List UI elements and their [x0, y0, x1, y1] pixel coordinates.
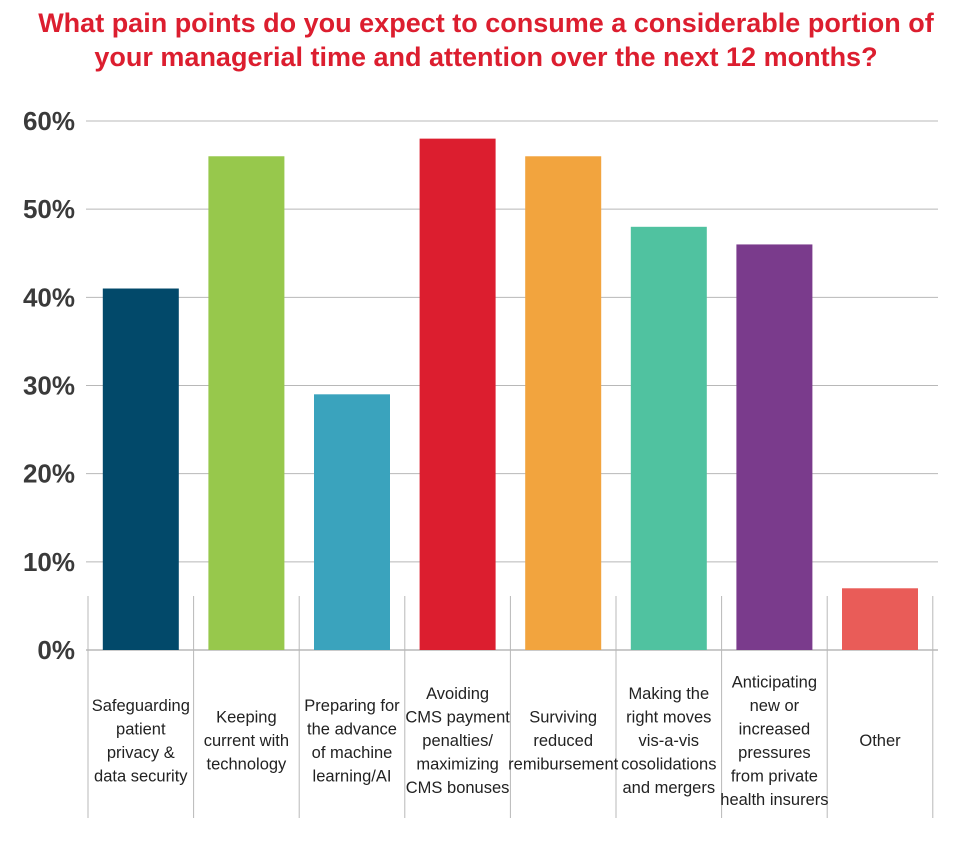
- x-category-label-line: reduced: [533, 732, 593, 750]
- x-category-label: Keeping current with technology: [204, 709, 289, 774]
- x-category-label-line: increased: [739, 720, 811, 738]
- x-category-label-line: data security: [94, 767, 188, 785]
- x-category-label-line: penalties/: [422, 732, 493, 750]
- x-category-label-line: Other: [859, 732, 901, 750]
- x-category-label-line: learning/AI: [313, 767, 392, 785]
- x-category-label-line: pressures: [738, 744, 810, 762]
- y-tick-label: 20%: [23, 459, 75, 489]
- y-axis-ticks: 0% 10% 20% 30% 40% 50% 60%: [23, 106, 75, 665]
- x-category-label-line: privacy &: [107, 744, 175, 762]
- bar: [525, 156, 602, 650]
- x-category-label-line: Avoiding: [426, 685, 489, 703]
- x-category-label-line: remibursement: [508, 756, 618, 774]
- x-category-label-line: right moves: [626, 709, 711, 727]
- y-tick-label: 60%: [23, 106, 75, 136]
- x-category-label: Safeguarding patient privacy & data securit…: [92, 697, 190, 786]
- bar: [736, 244, 813, 650]
- y-tick-label: 0%: [37, 635, 75, 665]
- chart-title-line-1: What pain points do you expect to consum…: [38, 8, 934, 38]
- x-category-label-line: Safeguarding: [92, 697, 190, 715]
- x-category-label: Other: [859, 732, 901, 750]
- y-tick-label: 40%: [23, 282, 75, 312]
- category-labels: Safeguarding patient privacy & data securit…: [92, 673, 901, 809]
- y-tick-label: 30%: [23, 371, 75, 401]
- x-category-label-line: Keeping: [216, 709, 277, 727]
- x-category-label: Anticipating new or increased pressures from…: [720, 673, 828, 809]
- x-category-label-line: new or: [750, 697, 800, 715]
- category-separators: [87, 596, 934, 818]
- x-category-label-line: Anticipating: [732, 673, 817, 691]
- x-category-label-line: vis-a-vis: [639, 732, 700, 750]
- bar: [419, 138, 496, 650]
- x-category-label-line: Surviving: [529, 709, 597, 727]
- bar: [630, 226, 707, 651]
- bar: [314, 394, 390, 650]
- x-category-label-line: CMS payment: [405, 709, 510, 727]
- x-category-label: Making the right moves vis-a-vis cosolidati…: [621, 685, 716, 797]
- x-category-label-line: maximizing: [416, 756, 499, 774]
- x-category-label-line: technology: [206, 756, 287, 774]
- x-category-label-line: Preparing for: [304, 697, 400, 715]
- bars: [102, 138, 918, 651]
- x-category-label-line: Making the: [628, 685, 709, 703]
- x-category-label: Preparing for the advance of machine learni…: [304, 697, 400, 786]
- x-category-label-line: CMS bonuses: [406, 779, 510, 797]
- bar: [102, 288, 179, 650]
- chart-title-line-2: your managerial time and attention over …: [94, 42, 878, 72]
- x-category-label-line: and mergers: [622, 779, 715, 797]
- x-category-label-line: from private: [731, 767, 818, 785]
- x-category-label: Avoiding CMS payment penalties/maximizing C…: [405, 685, 510, 797]
- bar: [208, 156, 285, 650]
- x-category-label: Surviving reduced remibursement: [508, 709, 618, 774]
- bar: [842, 588, 918, 650]
- chart-title: What pain points do you expect to consum…: [0, 6, 972, 74]
- x-category-label-line: patient: [116, 720, 166, 738]
- y-tick-label: 50%: [23, 194, 75, 224]
- x-category-label-line: current with: [204, 732, 289, 750]
- x-category-label-line: health insurers: [720, 791, 828, 809]
- y-tick-label: 10%: [23, 547, 75, 577]
- x-category-label-line: cosolidations: [621, 756, 716, 774]
- x-category-label-line: the advance: [307, 720, 397, 738]
- x-category-label-line: of machine: [312, 744, 393, 762]
